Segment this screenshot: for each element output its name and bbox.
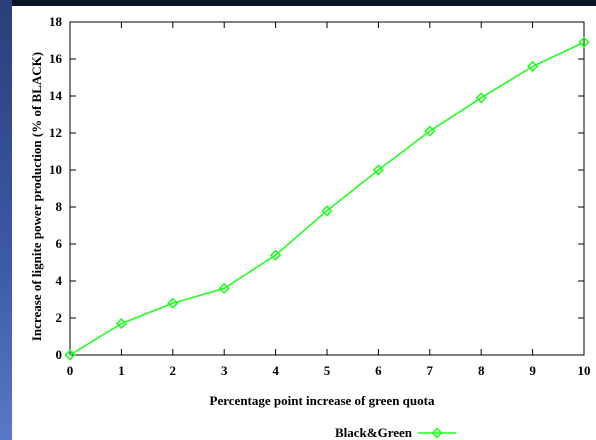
x-tick-label: 1 bbox=[118, 363, 125, 378]
plot-frame bbox=[69, 21, 585, 356]
axes-group bbox=[69, 21, 585, 356]
data-point-marker bbox=[372, 164, 385, 176]
data-point-marker bbox=[64, 349, 76, 361]
y-ticks: 0 2 4 6 8 10 12 14 16 18 bbox=[49, 14, 584, 362]
data-point-marker bbox=[424, 125, 436, 137]
y-tick-label: 4 bbox=[56, 273, 63, 288]
y-tick-label: 0 bbox=[56, 347, 63, 362]
y-tick-label: 10 bbox=[49, 162, 62, 177]
data-point-marker bbox=[475, 92, 487, 104]
data-point-marker bbox=[321, 205, 333, 217]
x-axis-title: Percentage point increase of green quota bbox=[210, 393, 435, 408]
data-point-marker bbox=[218, 282, 230, 295]
data-point-marker bbox=[578, 36, 590, 48]
x-tick-label: 10 bbox=[578, 363, 591, 378]
data-point-marker bbox=[269, 249, 282, 261]
x-tick-label: 3 bbox=[221, 363, 228, 378]
y-tick-label: 18 bbox=[49, 14, 63, 29]
y-tick-label: 16 bbox=[49, 51, 63, 66]
y-tick-label: 12 bbox=[49, 125, 62, 140]
x-tick-label: 6 bbox=[375, 363, 382, 378]
x-tick-label: 7 bbox=[427, 363, 434, 378]
y-tick-label: 6 bbox=[56, 236, 63, 251]
chart-panel bbox=[12, 6, 596, 440]
x-tick-label: 5 bbox=[324, 363, 331, 378]
y-tick-label: 2 bbox=[56, 310, 63, 325]
x-tick-label: 0 bbox=[67, 363, 74, 378]
y-tick-label: 8 bbox=[56, 199, 63, 214]
x-tick-label: 9 bbox=[529, 363, 536, 378]
data-point-marker bbox=[167, 297, 179, 309]
data-point-marker bbox=[526, 60, 539, 73]
x-ticks: 0 1 2 3 4 5 6 7 8 9 10 bbox=[67, 22, 591, 378]
y-axis-title: Increase of lignite power production (% … bbox=[29, 52, 44, 341]
series-line-black-green bbox=[69, 41, 585, 356]
x-tick-label: 2 bbox=[170, 363, 177, 378]
x-tick-label: 4 bbox=[272, 363, 279, 378]
left-stripe bbox=[0, 0, 12, 440]
legend: Black&Green bbox=[335, 425, 456, 440]
top-band bbox=[0, 0, 596, 6]
x-tick-label: 8 bbox=[478, 363, 485, 378]
data-point-marker bbox=[115, 317, 128, 330]
legend-marker-sample bbox=[431, 427, 443, 439]
y-tick-label: 14 bbox=[49, 88, 63, 103]
series-group bbox=[64, 36, 590, 361]
legend-label-black-green: Black&Green bbox=[335, 425, 413, 440]
